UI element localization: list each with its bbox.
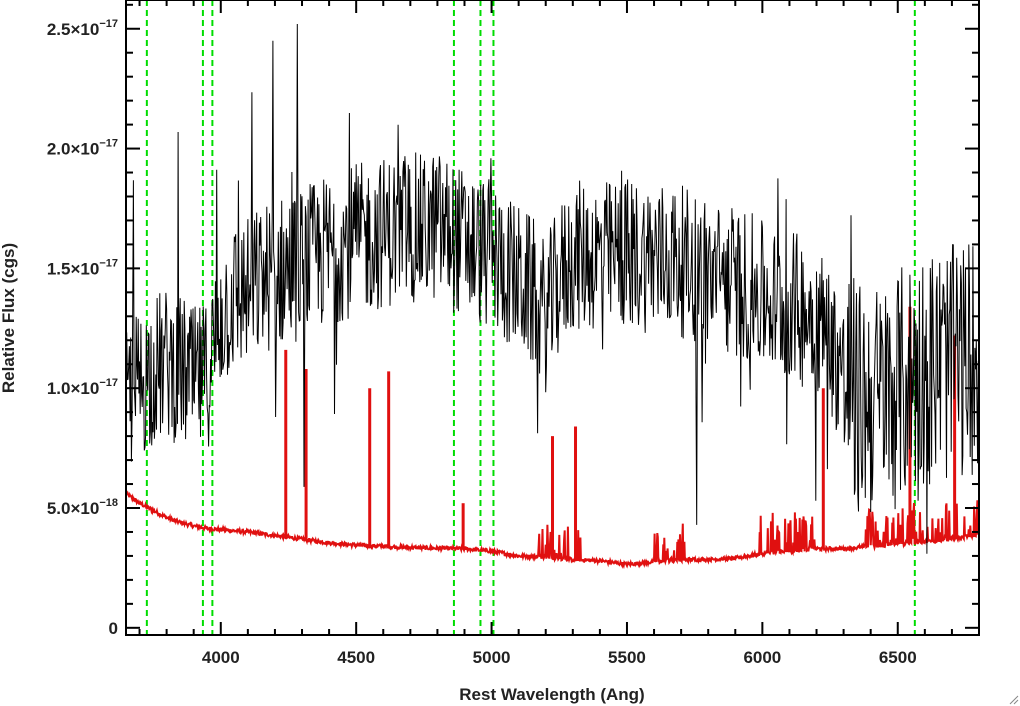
y-axis-ticks: 0 5.0×10−18 1.0×10−17 1.5×10−17 2.0×10−17 2.5…	[47, 3, 979, 638]
x-tick-label: 5500	[608, 648, 646, 667]
error-spectrum-layer	[125, 306, 980, 570]
x-tick-label: 5000	[473, 648, 511, 667]
y-tick-label: 5.0×10−18	[47, 497, 118, 518]
x-tick-label: 4000	[202, 648, 240, 667]
x-tick-label: 6500	[879, 648, 917, 667]
x-axis-ticks: 4000 4500 5000 5500 6000 6500	[138, 0, 980, 667]
x-tick-label: 4500	[337, 648, 375, 667]
reference-lines	[145, 0, 916, 635]
x-tick-label: 6000	[743, 648, 781, 667]
resize-grip-icon[interactable]	[1009, 695, 1019, 705]
y-tick-label: 2.5×10−17	[47, 18, 118, 39]
flux-spectrum-layer	[125, 23, 980, 554]
y-tick-label: 2.0×10−17	[47, 138, 118, 159]
y-axis-title: Relative Flux (cgs)	[0, 243, 18, 393]
y-tick-label: 1.0×10−17	[47, 377, 118, 398]
x-axis-title: Rest Wavelength (Ang)	[459, 685, 644, 704]
plot-frame	[125, 0, 980, 636]
y-tick-label: 1.5×10−17	[47, 257, 118, 278]
flux-spectrum-line	[125, 23, 980, 554]
y-tick-label: 0	[109, 619, 118, 638]
error-spectrum-line	[125, 490, 980, 570]
